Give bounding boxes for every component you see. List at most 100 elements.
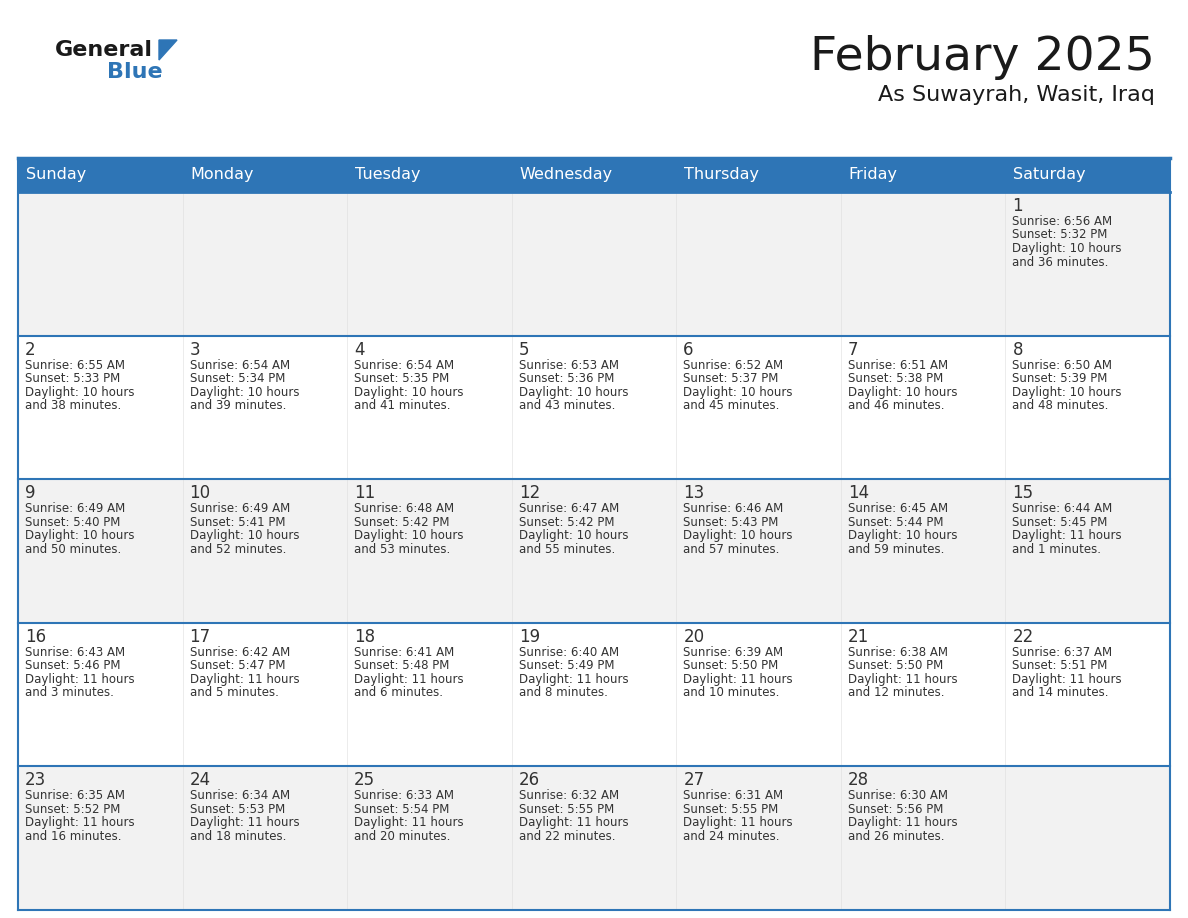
Bar (1005, 622, 1170, 767)
Text: Sunset: 5:49 PM: Sunset: 5:49 PM (519, 659, 614, 672)
Text: Sunset: 5:52 PM: Sunset: 5:52 PM (25, 803, 120, 816)
Bar (676, 192, 841, 336)
Text: 17: 17 (190, 628, 210, 645)
Text: and 39 minutes.: and 39 minutes. (190, 399, 286, 412)
Bar (676, 767, 841, 910)
Text: Sunrise: 6:54 AM: Sunrise: 6:54 AM (354, 359, 454, 372)
Text: 21: 21 (848, 628, 870, 645)
Text: Sunset: 5:56 PM: Sunset: 5:56 PM (848, 803, 943, 816)
Text: and 8 minutes.: and 8 minutes. (519, 687, 607, 700)
Text: Daylight: 11 hours: Daylight: 11 hours (25, 816, 134, 829)
Text: Sunset: 5:50 PM: Sunset: 5:50 PM (848, 659, 943, 672)
Text: and 46 minutes.: and 46 minutes. (848, 399, 944, 412)
Bar (512, 479, 676, 622)
Text: and 55 minutes.: and 55 minutes. (519, 543, 615, 555)
Bar (347, 767, 512, 910)
Bar (347, 479, 512, 622)
Text: 3: 3 (190, 341, 201, 359)
Bar (183, 192, 347, 336)
Text: Sunrise: 6:35 AM: Sunrise: 6:35 AM (25, 789, 125, 802)
Text: Sunrise: 6:33 AM: Sunrise: 6:33 AM (354, 789, 454, 802)
Text: Sunset: 5:55 PM: Sunset: 5:55 PM (519, 803, 614, 816)
Bar (18, 192, 183, 336)
Text: 1: 1 (1012, 197, 1023, 215)
Text: Daylight: 11 hours: Daylight: 11 hours (190, 816, 299, 829)
Text: Sunrise: 6:43 AM: Sunrise: 6:43 AM (25, 645, 125, 659)
Text: Sunrise: 6:49 AM: Sunrise: 6:49 AM (25, 502, 125, 515)
Bar (841, 192, 1005, 336)
Text: 19: 19 (519, 628, 539, 645)
Polygon shape (159, 40, 177, 60)
Text: Sunrise: 6:39 AM: Sunrise: 6:39 AM (683, 645, 783, 659)
Text: Sunset: 5:32 PM: Sunset: 5:32 PM (1012, 229, 1107, 241)
Text: Daylight: 10 hours: Daylight: 10 hours (1012, 386, 1121, 398)
Text: Friday: Friday (849, 167, 898, 183)
Bar (183, 336, 347, 479)
Text: As Suwayrah, Wasit, Iraq: As Suwayrah, Wasit, Iraq (878, 85, 1155, 105)
Text: Daylight: 10 hours: Daylight: 10 hours (354, 386, 463, 398)
Text: Sunset: 5:35 PM: Sunset: 5:35 PM (354, 372, 449, 385)
Text: General: General (55, 40, 153, 60)
Text: Saturday: Saturday (1013, 167, 1086, 183)
Text: Sunset: 5:43 PM: Sunset: 5:43 PM (683, 516, 778, 529)
Text: Sunset: 5:54 PM: Sunset: 5:54 PM (354, 803, 449, 816)
Text: 22: 22 (1012, 628, 1034, 645)
Text: February 2025: February 2025 (810, 35, 1155, 80)
Bar (676, 622, 841, 767)
Text: and 14 minutes.: and 14 minutes. (1012, 687, 1108, 700)
Text: 5: 5 (519, 341, 529, 359)
Text: Daylight: 10 hours: Daylight: 10 hours (683, 529, 792, 543)
Text: and 24 minutes.: and 24 minutes. (683, 830, 779, 843)
Bar (183, 622, 347, 767)
Text: and 12 minutes.: and 12 minutes. (848, 687, 944, 700)
Text: Sunrise: 6:47 AM: Sunrise: 6:47 AM (519, 502, 619, 515)
Bar (676, 336, 841, 479)
Text: Sunrise: 6:55 AM: Sunrise: 6:55 AM (25, 359, 125, 372)
Text: Sunrise: 6:38 AM: Sunrise: 6:38 AM (848, 645, 948, 659)
Bar (347, 622, 512, 767)
Bar (841, 336, 1005, 479)
Bar (347, 192, 512, 336)
Text: Sunrise: 6:56 AM: Sunrise: 6:56 AM (1012, 215, 1112, 228)
Text: Sunrise: 6:41 AM: Sunrise: 6:41 AM (354, 645, 454, 659)
Bar (1005, 767, 1170, 910)
Text: Sunset: 5:41 PM: Sunset: 5:41 PM (190, 516, 285, 529)
Text: Daylight: 10 hours: Daylight: 10 hours (519, 529, 628, 543)
Bar (512, 767, 676, 910)
Text: Daylight: 10 hours: Daylight: 10 hours (683, 386, 792, 398)
Text: and 1 minutes.: and 1 minutes. (1012, 543, 1101, 555)
Text: Sunrise: 6:54 AM: Sunrise: 6:54 AM (190, 359, 290, 372)
Text: 26: 26 (519, 771, 539, 789)
Text: Sunrise: 6:45 AM: Sunrise: 6:45 AM (848, 502, 948, 515)
Text: Sunset: 5:39 PM: Sunset: 5:39 PM (1012, 372, 1107, 385)
Text: Tuesday: Tuesday (355, 167, 421, 183)
Text: and 5 minutes.: and 5 minutes. (190, 687, 278, 700)
Text: Sunset: 5:47 PM: Sunset: 5:47 PM (190, 659, 285, 672)
Text: Daylight: 11 hours: Daylight: 11 hours (519, 816, 628, 829)
Text: 23: 23 (25, 771, 46, 789)
Text: 15: 15 (1012, 484, 1034, 502)
Text: Sunrise: 6:31 AM: Sunrise: 6:31 AM (683, 789, 783, 802)
Text: Sunset: 5:33 PM: Sunset: 5:33 PM (25, 372, 120, 385)
Text: and 26 minutes.: and 26 minutes. (848, 830, 944, 843)
Text: Daylight: 11 hours: Daylight: 11 hours (848, 673, 958, 686)
Text: Daylight: 11 hours: Daylight: 11 hours (848, 816, 958, 829)
Text: Sunrise: 6:40 AM: Sunrise: 6:40 AM (519, 645, 619, 659)
Text: Sunset: 5:53 PM: Sunset: 5:53 PM (190, 803, 285, 816)
Text: Sunset: 5:40 PM: Sunset: 5:40 PM (25, 516, 120, 529)
Text: Monday: Monday (190, 167, 254, 183)
Bar (1005, 192, 1170, 336)
Text: Daylight: 10 hours: Daylight: 10 hours (1012, 242, 1121, 255)
Text: 24: 24 (190, 771, 210, 789)
Text: and 16 minutes.: and 16 minutes. (25, 830, 121, 843)
Text: and 48 minutes.: and 48 minutes. (1012, 399, 1108, 412)
Text: and 41 minutes.: and 41 minutes. (354, 399, 450, 412)
Text: 25: 25 (354, 771, 375, 789)
Bar (183, 767, 347, 910)
Text: Sunrise: 6:42 AM: Sunrise: 6:42 AM (190, 645, 290, 659)
Text: and 50 minutes.: and 50 minutes. (25, 543, 121, 555)
Text: Daylight: 11 hours: Daylight: 11 hours (683, 673, 792, 686)
Text: and 43 minutes.: and 43 minutes. (519, 399, 615, 412)
Text: Sunset: 5:36 PM: Sunset: 5:36 PM (519, 372, 614, 385)
Text: Daylight: 11 hours: Daylight: 11 hours (354, 673, 463, 686)
